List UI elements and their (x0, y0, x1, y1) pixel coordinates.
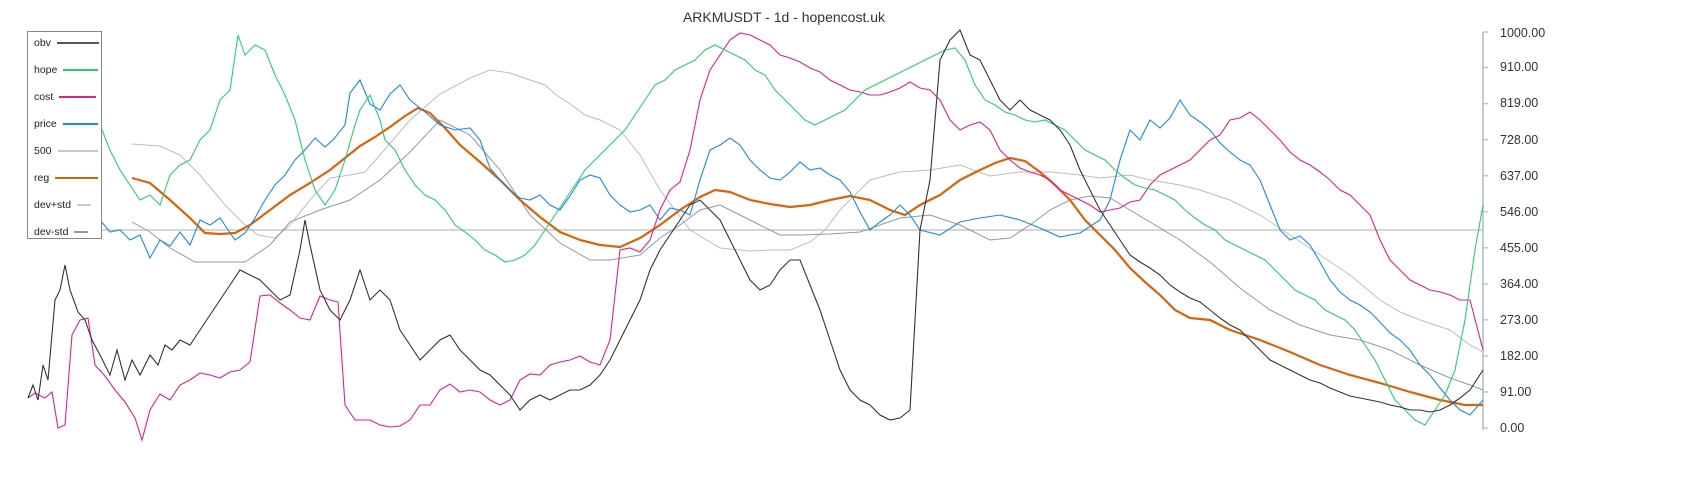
series-dev-plus-std (131, 69, 1484, 353)
legend-item-reg[interactable]: reg (34, 171, 99, 185)
y-tick-label: 273.00 (1500, 313, 1539, 327)
y-tick-label: 910.00 (1500, 60, 1539, 74)
legend-swatch (55, 176, 99, 180)
y-tick-label: 0.00 (1500, 421, 1525, 435)
series-price (27, 78, 1484, 416)
legend-swatch (62, 123, 98, 125)
legend-item-500[interactable]: 500 (34, 144, 98, 158)
legend-item-obv[interactable]: obv (34, 36, 99, 50)
y-tick-label: 91.00 (1500, 385, 1532, 399)
y-tick-label: 637.00 (1500, 169, 1539, 183)
y-tick-label: 1000.00 (1500, 26, 1546, 40)
series-hope (27, 34, 1484, 426)
series-reg (131, 106, 1483, 407)
y-tick-label: 546.00 (1500, 205, 1539, 219)
legend-item-price[interactable]: price (34, 117, 98, 131)
y-axis-ticks (1483, 31, 1488, 429)
series-cost (27, 32, 1484, 442)
legend-label: dev+std (34, 199, 72, 211)
legend-swatch (74, 231, 89, 233)
legend-swatch (56, 42, 99, 44)
series-obv (27, 29, 1484, 421)
legend: obv hope cost price 500 reg dev+std dev-… (27, 31, 102, 239)
legend-item-hope[interactable]: hope (34, 63, 99, 77)
legend-item-dev-plus-std[interactable]: dev+std (34, 198, 92, 212)
legend-item-cost[interactable]: cost (34, 90, 97, 104)
legend-label: dev-std (34, 226, 69, 238)
legend-label: reg (34, 172, 50, 184)
y-tick-label: 728.00 (1500, 133, 1539, 147)
legend-label: cost (34, 91, 54, 103)
legend-swatch (63, 69, 99, 71)
legend-swatch (77, 204, 92, 206)
legend-swatch (57, 150, 98, 152)
legend-label: hope (34, 64, 58, 76)
legend-label: obv (34, 37, 51, 49)
y-tick-label: 455.00 (1500, 241, 1539, 255)
legend-label: 500 (34, 145, 52, 157)
y-tick-label: 182.00 (1500, 349, 1539, 363)
y-tick-label: 364.00 (1500, 277, 1539, 291)
y-tick-label: 819.00 (1500, 96, 1539, 110)
series-dev-minus-std (131, 119, 1484, 391)
chart-title: ARKMUSDT - 1d - hopencost.uk (682, 9, 886, 25)
legend-item-dev-minus-std[interactable]: dev-std (34, 225, 89, 239)
legend-label: price (34, 118, 57, 130)
legend-swatch (59, 96, 97, 98)
